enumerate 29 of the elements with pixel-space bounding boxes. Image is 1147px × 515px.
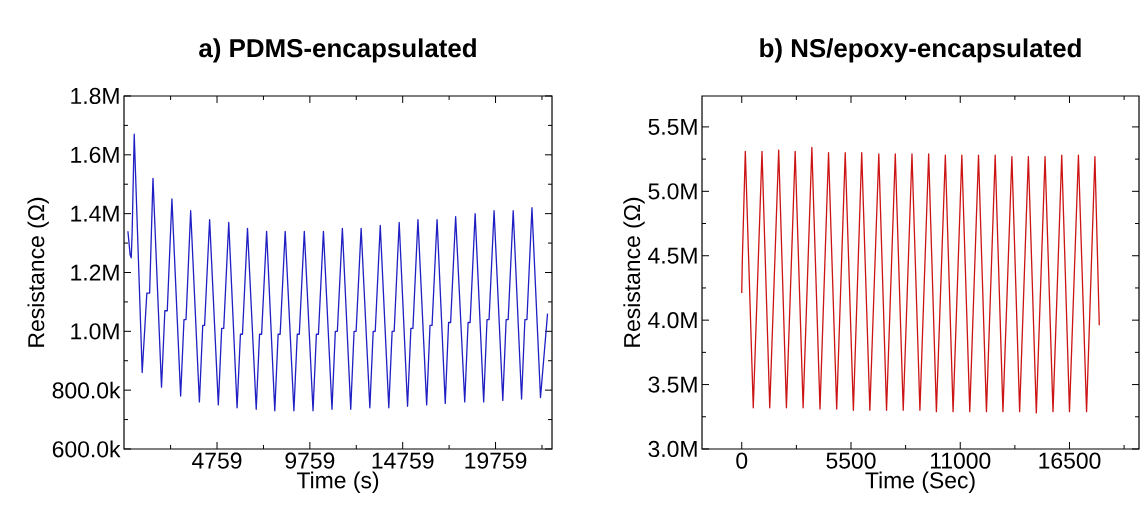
x-tick-label: 5500 bbox=[826, 452, 876, 469]
y-tick-label: 600.0k bbox=[52, 440, 121, 458]
x-tick-label: 16500 bbox=[1039, 452, 1101, 469]
y-tick-label: 4.0M bbox=[648, 312, 697, 329]
y-tick-label: 1.4M bbox=[71, 205, 119, 222]
x-tick-label: 19759 bbox=[465, 452, 527, 469]
x-axis-title: Time (Sec) bbox=[865, 471, 975, 493]
y-tick-label: 1.2M bbox=[71, 264, 119, 281]
y-tick-label: 3.5M bbox=[648, 376, 697, 393]
line-series bbox=[741, 146, 1100, 414]
y-axis-title: Resistance (Ω) bbox=[27, 197, 49, 347]
y-axis-title: Resistance (Ω) bbox=[623, 197, 645, 347]
y-tick-label: 5.0M bbox=[648, 183, 697, 200]
x-tick-label: 14759 bbox=[372, 452, 434, 469]
line-series bbox=[127, 133, 549, 412]
y-tick-label: 4.5M bbox=[648, 247, 697, 264]
x-axis-title: Time (s) bbox=[296, 471, 379, 493]
x-tick-label: 11000 bbox=[930, 452, 991, 469]
y-tick-label: 1.6M bbox=[71, 146, 119, 163]
chart-title: b) NS/epoxy-encapsulated bbox=[760, 38, 1081, 63]
y-tick-label: 5.5M bbox=[648, 118, 697, 135]
x-tick-label: 4759 bbox=[192, 452, 242, 469]
y-tick-label: 3.0M bbox=[648, 440, 697, 458]
x-tick-label: 9759 bbox=[285, 452, 335, 469]
y-tick-label: 800.0k bbox=[52, 381, 121, 399]
x-tick-label: 0 bbox=[736, 452, 748, 469]
chart-title: a) PDMS-encapsulated bbox=[199, 38, 476, 63]
y-tick-label: 1.8M bbox=[71, 87, 119, 105]
y-tick-label: 1.0M bbox=[71, 323, 119, 340]
